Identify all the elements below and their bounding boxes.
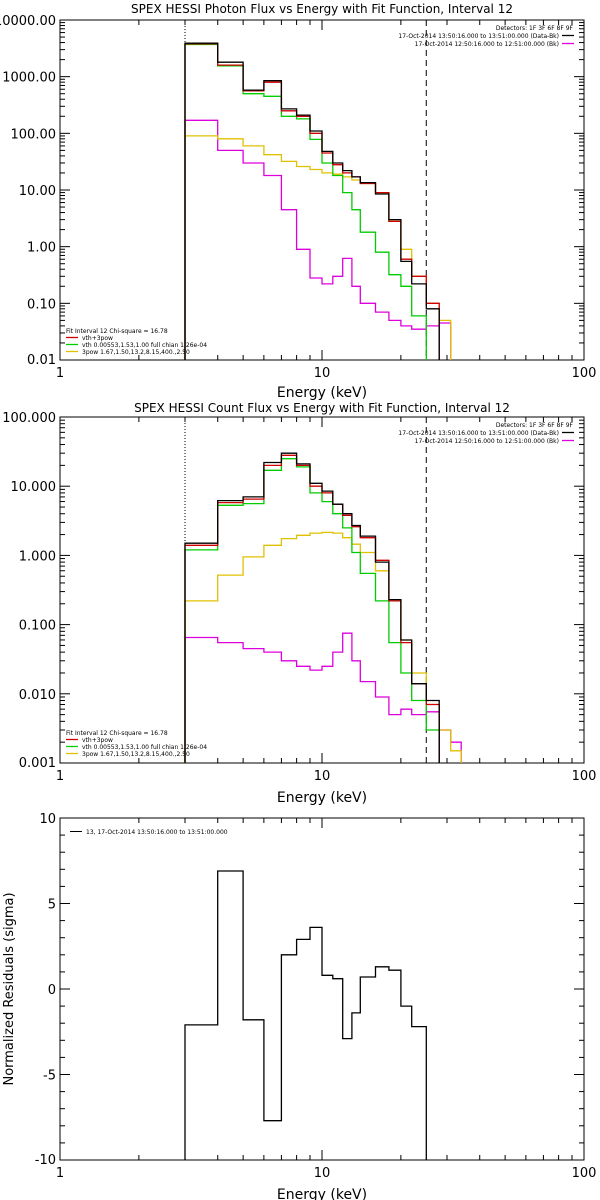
photon-flux-panel: SPEX HESSI Photon Flux vs Energy with Fi… — [0, 2, 596, 401]
residuals-legend: 13, 17-Oct-2014 13:50:16.000 to 13:51:00… — [70, 829, 228, 836]
count-flux-x-axis-label: Energy (keV) — [277, 790, 367, 806]
powerlaw-series-line — [184, 531, 462, 763]
legend-entry: 3pow 1.67,1.50,13.2,8.15,400.,2.50 — [82, 751, 190, 758]
y-tick-label: 10 — [39, 812, 56, 827]
y-tick-label: 10000.00 — [0, 14, 56, 29]
legend-entry: Fit Interval 12 Chi-square = 16.78 — [66, 730, 168, 737]
count-flux-axes-frame — [59, 416, 585, 764]
y-tick-label: 5 — [48, 898, 56, 913]
data-series-line — [184, 42, 440, 360]
y-tick-label: 10.000 — [11, 480, 57, 495]
legend-entry: Fit Interval 12 Chi-square = 16.78 — [66, 328, 168, 335]
legend-entry: Detectors: 1F 3F 6F 8F 9F — [496, 422, 574, 429]
count-flux-legend-bottom: Fit Interval 12 Chi-square = 16.78vth+3p… — [66, 730, 207, 758]
photon-flux-ticks: 1 10 100 10000.00 1000.00 100.00 10.00 1.00 0.10… — [0, 14, 596, 381]
count-flux-panel: SPEX HESSI Count Flux vs Energy with Fit… — [2, 401, 596, 806]
legend-entry: vth 0.00553,1.53,1.00 full chian 1.26e-0… — [82, 342, 207, 349]
x-tick-label: 10 — [314, 1166, 331, 1181]
photon-flux-x-axis-label: Energy (keV) — [277, 385, 367, 401]
y-tick-label: 1000.00 — [2, 71, 56, 86]
data-series-line — [184, 452, 440, 763]
y-tick-label: 10.00 — [19, 184, 56, 199]
background-series-line — [184, 632, 462, 763]
x-tick-label: 10 — [314, 366, 331, 381]
photon-flux-title: SPEX HESSI Photon Flux vs Energy with Fi… — [131, 2, 513, 16]
x-tick-label: 1 — [56, 366, 64, 381]
y-tick-label: 0.100 — [19, 619, 56, 634]
x-tick-label: 10 — [314, 769, 331, 784]
legend-entry: vth+3pow — [82, 335, 113, 342]
y-tick-label: 1.000 — [19, 549, 56, 564]
y-tick-label: 100.000 — [2, 411, 56, 426]
background-series-line — [184, 119, 452, 360]
y-tick-label: 0.10 — [27, 297, 56, 312]
residuals-y-axis-label: Normalized Residuals (sigma) — [2, 892, 17, 1085]
y-tick-label: 0.01 — [27, 353, 56, 368]
photon-flux-series — [184, 42, 452, 360]
legend-entry: vth 0.00553,1.53,1.00 full chian 1.26e-0… — [82, 744, 207, 751]
y-tick-label: -5 — [43, 1069, 56, 1084]
legend-entry: vth+3pow — [82, 737, 113, 744]
y-tick-label: 1.00 — [27, 241, 56, 256]
legend-entry: 17-Oct-2014 12:50:16.000 to 12:51:00.000… — [415, 41, 559, 48]
legend-entry: 17-Oct-2014 13:50:16.000 to 13:51:00.000… — [398, 33, 559, 40]
y-tick-label: 0 — [48, 983, 56, 998]
data-series-line — [184, 870, 427, 1160]
count-flux-reference-lines — [184, 417, 427, 763]
count-flux-title: SPEX HESSI Count Flux vs Energy with Fit… — [134, 401, 510, 415]
legend-entry: 17-Oct-2014 13:50:16.000 to 13:51:00.000… — [398, 430, 559, 437]
photon-flux-legend-bottom: Fit Interval 12 Chi-square = 16.78vth+3p… — [66, 328, 207, 356]
legend-entry: Detectors: 1F 3F 6F 8F 9F — [496, 25, 574, 32]
residuals-x-axis-label: Energy (keV) — [277, 1187, 367, 1200]
photon-flux-axes-frame — [59, 19, 585, 361]
residuals-ticks: 1 10 100 10 5 0 -5 -10 — [35, 812, 597, 1181]
x-tick-label: 1 — [56, 769, 64, 784]
thermal-series-line — [184, 458, 440, 763]
legend-entry: 17-Oct-2014 12:50:16.000 to 12:51:00.000… — [415, 438, 559, 445]
x-tick-label: 100 — [572, 1166, 597, 1181]
legend-entry: 13, 17-Oct-2014 13:50:16.000 to 13:51:00… — [86, 829, 228, 836]
x-tick-label: 100 — [572, 366, 597, 381]
photon-flux-reference-lines — [184, 20, 427, 360]
y-tick-label: 0.001 — [19, 756, 56, 771]
thermal-series-line — [184, 43, 427, 360]
total-series-line — [184, 43, 440, 360]
x-tick-label: 100 — [572, 769, 597, 784]
x-tick-label: 1 — [56, 1166, 64, 1181]
residuals-panel: 1 10 100 10 5 0 -5 -10 13, 17-Oct-2014 13:50:16… — [2, 812, 596, 1200]
count-flux-ticks: 1 10 100 100.000 10.000 1.000 0.100 0.010 0.001 — [2, 411, 596, 784]
legend-entry: 3pow 1.67,1.50,13.2,8.15,400.,2.50 — [82, 349, 190, 356]
y-tick-label: 0.010 — [19, 688, 56, 703]
y-tick-label: 100.00 — [11, 127, 57, 142]
y-tick-label: -10 — [35, 1153, 56, 1168]
residuals-series — [184, 870, 427, 1160]
residuals-axes-frame — [59, 817, 585, 1161]
count-flux-series — [184, 452, 462, 763]
